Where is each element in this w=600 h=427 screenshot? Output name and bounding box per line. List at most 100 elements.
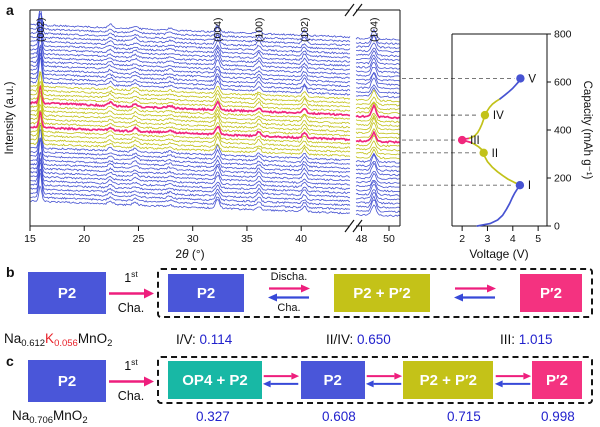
state-marker-label-I: I	[528, 180, 531, 192]
xrd-scan-14	[30, 122, 400, 160]
equilibrium-arrows-icon	[263, 372, 300, 388]
equilibrium-arrows	[494, 371, 532, 389]
xrd-scan-33	[30, 44, 400, 82]
x-tick-label: 30	[187, 233, 199, 245]
xrd-scan-16	[30, 110, 400, 152]
equilibrium-arrows-icon	[365, 372, 403, 388]
first-charge-number: 1	[124, 359, 132, 374]
axis-break-mark	[344, 3, 355, 17]
ratio-value: 1.015	[518, 332, 553, 347]
x-tick-label: 50	[383, 233, 395, 245]
formula-part: K	[45, 331, 55, 346]
panel-c-phase-sequence: OP4 + P2 P2 P2 + P′2	[157, 356, 593, 404]
voltage-tick-label: 5	[535, 233, 541, 245]
first-charge-ordinal: st	[131, 269, 138, 279]
equilibrium-arrows-icon	[454, 284, 496, 302]
peak-label-002: (002)	[35, 17, 47, 42]
ratio-label: III:	[500, 332, 516, 347]
xrd-scan-23	[30, 87, 400, 123]
ratio-label: I/V:	[176, 332, 196, 347]
equilibrium-arrows-icon	[268, 284, 310, 302]
xrd-scan-31	[30, 53, 400, 90]
xrd-scan-1	[30, 173, 400, 213]
panel-c-label: c	[6, 353, 14, 369]
x-label-part: (°)	[189, 247, 205, 261]
equilibrium-arrows	[365, 371, 403, 389]
formula-part: 2	[82, 415, 88, 426]
ratio-value-p2-pprime2: 0.715	[447, 409, 481, 424]
phase-box-label: P2 + P′2	[353, 284, 411, 302]
phase-box-pprime2: P′2	[520, 274, 582, 312]
xrd-scan-22	[30, 90, 400, 127]
x-tick-label: 15	[24, 233, 36, 245]
capacity-tick-label: 800	[554, 29, 572, 41]
x-tick-label: 48	[356, 233, 368, 245]
equilibrium-arrows	[262, 371, 300, 389]
formula-part: MnO	[53, 408, 83, 423]
xrd-scan-32	[30, 48, 400, 86]
state-marker-I	[515, 181, 525, 190]
ratio-value-p2: 0.608	[322, 409, 356, 424]
xrd-scan-30	[30, 51, 400, 95]
capacity-tick-label: 400	[554, 125, 572, 137]
x-tick-label: 40	[295, 233, 307, 245]
state-marker-III	[457, 135, 467, 145]
axis-break-mark	[352, 3, 363, 17]
xrd-scan-13	[30, 124, 400, 164]
state-marker-label-II: II	[492, 148, 498, 160]
xrd-scan-40	[30, 18, 400, 53]
xrd-scan-5	[30, 157, 400, 197]
first-charge-label: 1st	[124, 270, 138, 285]
xrd-scan-42	[30, 11, 400, 45]
xrd-scan-10	[30, 138, 400, 177]
phase-box-op4-p2: OP4 + P2	[168, 361, 262, 399]
xrd-scan-18	[30, 110, 400, 144]
first-charge-label: 1st	[124, 358, 138, 373]
xrd-x-axis-label: 2θ (°)	[175, 247, 204, 261]
panel-a-label: a	[6, 2, 14, 18]
discharge-label: Discha.	[270, 271, 308, 283]
capacity-tick-label: 0	[554, 221, 560, 233]
charge-label: Cha.	[117, 300, 145, 315]
xrd-scan-37	[30, 33, 400, 66]
phase-box-p2-pprime2: P2 + P′2	[334, 274, 430, 312]
panel-c-initial-phase-box: P2	[28, 360, 106, 402]
state-marker-label-V: V	[528, 73, 536, 85]
xrd-scan-29	[30, 56, 400, 99]
xrd-scan-6	[30, 159, 400, 193]
xrd-scan-11	[30, 137, 400, 173]
charge-label: Cha.	[277, 302, 301, 314]
xrd-scan-28	[30, 71, 400, 103]
xrd-scan-17	[30, 112, 400, 148]
xrd-scan-41	[30, 12, 400, 49]
x-label-theta: θ	[182, 247, 189, 261]
ratio-value-pprime2: 0.998	[541, 409, 575, 424]
state-marker-II	[479, 148, 488, 157]
state-marker-IV	[480, 110, 490, 120]
xrd-scan-7	[30, 153, 400, 189]
phase-box-label: P′2	[545, 371, 568, 389]
xrd-scan-27	[30, 70, 400, 107]
ratio-label: II/IV:	[326, 332, 354, 347]
voltage-tick-label: 3	[485, 233, 491, 245]
voltage-tick-label: 2	[459, 233, 465, 245]
ratio-value: 0.114	[199, 332, 233, 347]
panel-b-first-charge-arrow: 1st Cha.	[107, 270, 155, 314]
xrd-scan-26	[30, 73, 400, 111]
axis-break-mark	[352, 219, 363, 233]
xrd-scan-9	[30, 140, 400, 180]
ratio-i-v: I/V: 0.114	[176, 332, 232, 347]
phase-box-p2: P2	[300, 361, 365, 399]
xrd-scan-2	[30, 168, 400, 209]
xrd-scan-24	[30, 84, 400, 120]
formula-part: MnO	[77, 331, 108, 346]
peak-label-104: (104)	[368, 17, 380, 42]
state-marker-V	[516, 74, 525, 83]
xrd-scan-21	[30, 91, 400, 131]
formula-part: 0.706	[29, 415, 54, 426]
vc-x-axis-label: Voltage (V)	[469, 247, 528, 261]
xrd-scan-3	[30, 168, 400, 205]
panel-b-label: b	[6, 264, 15, 280]
